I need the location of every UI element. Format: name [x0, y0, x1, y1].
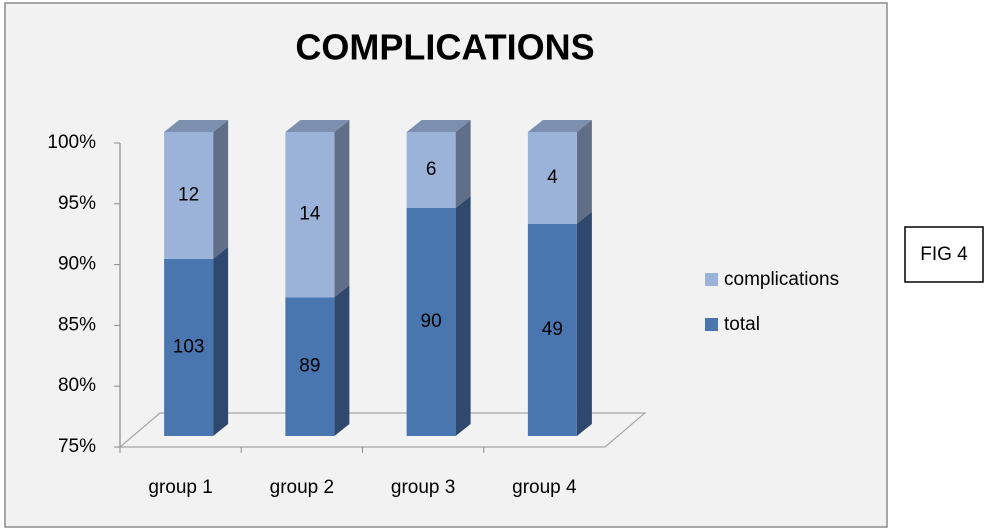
data-label: 49: [542, 319, 563, 340]
bar-side-face: [334, 285, 350, 436]
data-label: 14: [299, 204, 321, 225]
x-tick-label: group 3: [391, 477, 455, 498]
x-tick-label: group 4: [512, 477, 577, 498]
data-label: 4: [547, 167, 558, 188]
bar-side-face: [213, 246, 229, 436]
data-label: 90: [421, 311, 442, 332]
legend-label: complications: [724, 269, 839, 290]
y-tick-label: 75%: [58, 436, 96, 457]
floor: [118, 412, 647, 448]
x-tick-label: group 2: [270, 477, 334, 498]
bar-side-face: [213, 120, 229, 259]
bar-segment: [285, 132, 335, 298]
bar-segment: [406, 132, 456, 208]
bar-side-face: [334, 120, 350, 298]
data-label: 89: [299, 356, 320, 377]
y-tick-label: 80%: [58, 375, 96, 396]
bar-side-face: [576, 120, 592, 224]
y-tick-label: 90%: [58, 254, 96, 275]
bar-segment: [164, 258, 214, 436]
data-label: 6: [426, 159, 437, 180]
bar-top-face: [164, 120, 229, 132]
bar-side-face: [576, 211, 592, 436]
y-tick-label: 100%: [47, 132, 96, 153]
bar-top-face: [527, 120, 592, 132]
bar-segment: [285, 297, 335, 436]
bar-top-face: [406, 120, 471, 132]
bar-side-face: [455, 196, 471, 436]
bar-segment: [406, 208, 456, 436]
y-tick-label: 85%: [58, 314, 96, 335]
data-label: 103: [173, 336, 205, 357]
chart-title: COMPLICATIONS: [295, 27, 594, 68]
y-tick-label: 95%: [58, 193, 96, 214]
annotation: FIG 4: [920, 244, 968, 265]
bar-segment: [527, 132, 577, 224]
annotation-box: [904, 226, 984, 283]
bar-segment: [164, 132, 214, 259]
legend-label: total: [724, 314, 760, 335]
bar-side-face: [455, 120, 471, 208]
legend-swatch: [705, 318, 718, 331]
legend-swatch: [705, 273, 718, 286]
data-label: 12: [178, 184, 199, 205]
bar-top-face: [285, 120, 350, 132]
x-tick-label: group 1: [148, 477, 212, 498]
bar-segment: [527, 223, 577, 436]
